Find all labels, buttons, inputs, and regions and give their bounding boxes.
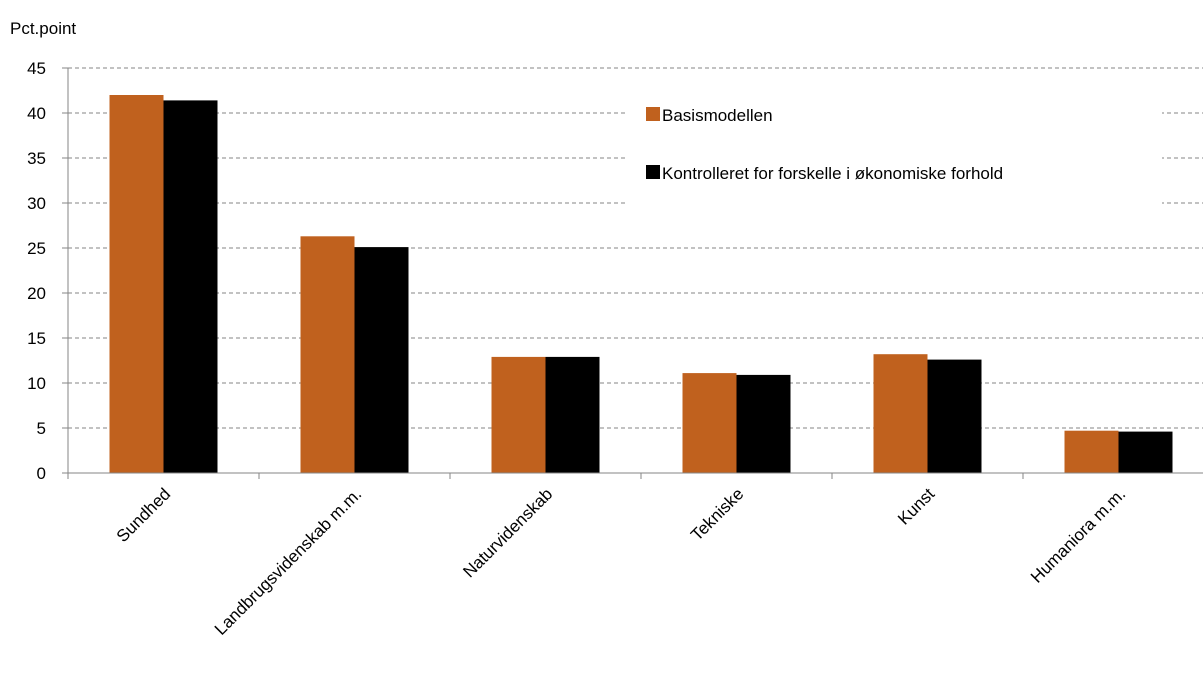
bar-kontrolleret — [736, 374, 791, 473]
bar-kontrolleret — [927, 359, 982, 473]
legend-swatch — [646, 107, 660, 121]
bar-kontrolleret — [354, 247, 409, 473]
bar-basismodellen — [491, 356, 546, 473]
bar-basismodellen — [300, 236, 355, 473]
bar-basismodellen — [873, 354, 928, 473]
legend: Basismodellen Kontrolleret for forskelle … — [628, 92, 1162, 204]
x-tick-label: Sundhed — [113, 484, 175, 546]
legend-background — [628, 92, 1162, 204]
y-tick-label: 15 — [27, 329, 46, 348]
y-axis-label: Pct.point — [10, 19, 76, 38]
x-tick-label: Tekniske — [687, 484, 747, 544]
y-tick-label: 45 — [27, 59, 46, 78]
y-tick-label: 10 — [27, 374, 46, 393]
x-tick-label: Humaniora m.m. — [1027, 484, 1129, 586]
bars — [109, 95, 1173, 474]
bar-basismodellen — [682, 373, 737, 473]
y-tick-label: 20 — [27, 284, 46, 303]
y-tick-label: 25 — [27, 239, 46, 258]
bar-kontrolleret — [1118, 431, 1173, 473]
bar-kontrolleret — [545, 356, 600, 473]
bar-kontrolleret — [163, 100, 218, 474]
y-tick-label: 5 — [37, 419, 46, 438]
x-tick-label: Naturvidenskab — [459, 484, 556, 581]
y-tick-label: 35 — [27, 149, 46, 168]
legend-label: Basismodellen — [662, 106, 773, 125]
bar-basismodellen — [1064, 430, 1119, 473]
y-tick-label: 40 — [27, 104, 46, 123]
x-tick-label: Kunst — [894, 484, 938, 528]
y-tick-label: 0 — [37, 464, 46, 483]
y-tick-label: 30 — [27, 194, 46, 213]
x-tick-label: Landbrugsvidenskab m.m. — [211, 484, 365, 638]
bar-basismodellen — [109, 95, 164, 473]
x-tick-labels: Sundhed Landbrugsvidenskab m.m. Naturviden… — [67, 473, 1129, 639]
legend-label: Kontrolleret for forskelle i økonomiske … — [662, 164, 1003, 183]
legend-swatch — [646, 165, 660, 179]
y-tick-labels: 0 5 10 15 20 25 30 35 40 45 — [27, 59, 68, 483]
